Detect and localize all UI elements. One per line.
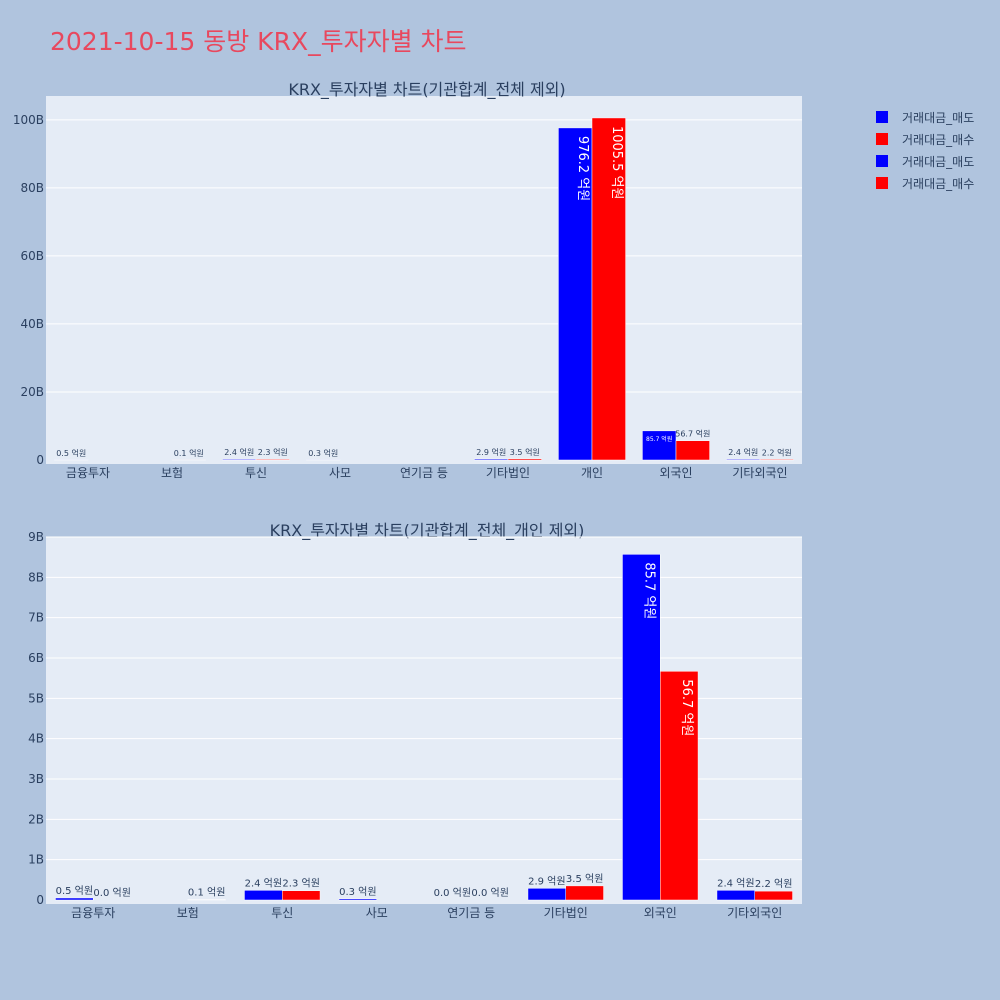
bar-value-label: 56.7 억원 (675, 429, 710, 439)
x-tick-label: 외국인 (644, 906, 677, 920)
y-tick-label: 60B (20, 249, 44, 263)
bar-value-label: 3.5 억원 (510, 447, 540, 457)
bar-value-label: 0.5 억원 (56, 885, 93, 897)
legend-label: 거래대금_매수 (902, 132, 975, 147)
legend-label: 거래대금_매도 (902, 154, 975, 169)
bar-value-label: 2.4 억원 (224, 447, 254, 457)
x-tick-label: 연기금 등 (400, 466, 448, 480)
bar (255, 458, 290, 461)
bar-value-label: 0.3 억원 (339, 886, 376, 898)
x-tick-label: 보험 (177, 906, 199, 920)
plot-area (46, 96, 802, 464)
bar-value-label: 976.2 억원 (575, 136, 590, 201)
y-tick-label: 9B (28, 530, 44, 544)
bar (591, 117, 626, 461)
y-tick-label: 2B (28, 812, 44, 826)
y-tick-label: 8B (28, 570, 44, 584)
legend-swatch (876, 111, 888, 123)
bar-value-label: 2.9 억원 (528, 875, 565, 887)
x-tick-label: 기타외국인 (732, 466, 787, 480)
legend-item[interactable]: 거래대금_매수 (876, 128, 974, 150)
y-tick-label: 6B (28, 651, 44, 665)
bar-value-label: 3.5 억원 (566, 873, 603, 885)
chart-top: KRX_투자자별 차트(기관합계_전체 제외) 0 20B 40B 60B 80B 100B… (13, 80, 802, 480)
bar-value-label: 2.2 억원 (762, 447, 792, 457)
bar (660, 671, 699, 901)
y-tick-label: 3B (28, 772, 44, 786)
y-tick-label: 0 (36, 893, 44, 907)
y-tick-label: 100B (13, 113, 44, 127)
bar-value-label: 2.3 억원 (258, 447, 288, 457)
x-tick-label: 보험 (161, 466, 183, 480)
bar (527, 888, 567, 901)
bar (759, 459, 794, 461)
x-tick-label: 기타법인 (486, 466, 530, 480)
y-tick-label: 40B (20, 317, 44, 331)
y-tick-label: 0 (36, 453, 44, 467)
bar-value-label: 2.3 억원 (282, 878, 319, 890)
page-title: 2021-10-15 동방 KRX_투자자별 차트 (50, 27, 467, 56)
bar-value-label: 2.4 억원 (728, 447, 758, 457)
x-tick-label: 사모 (366, 906, 388, 920)
bar (507, 458, 542, 461)
bar-value-label: 85.7 억원 (641, 562, 656, 619)
x-tick-label: 외국인 (659, 466, 692, 480)
legend-label: 거래대금_매도 (902, 110, 975, 125)
bar (622, 554, 661, 901)
x-tick-label: 개인 (581, 466, 603, 480)
y-tick-label: 80B (20, 181, 44, 195)
bar-value-label: 2.2 억원 (755, 878, 792, 890)
bar (565, 885, 604, 901)
legend-label: 거래대금_매수 (902, 176, 975, 191)
bar-value-label: 2.4 억원 (717, 877, 754, 889)
y-tick-label: 1B (28, 853, 44, 867)
x-tick-label: 연기금 등 (447, 906, 495, 920)
x-tick-label: 투신 (271, 906, 293, 920)
x-tick-label: 기타법인 (544, 906, 588, 920)
bar-value-label: 0.1 억원 (188, 887, 225, 899)
legend-swatch (876, 155, 888, 167)
legend-item[interactable]: 거래대금_매수 (876, 172, 974, 194)
x-tick-label: 사모 (329, 466, 351, 480)
y-tick-label: 5B (28, 691, 44, 705)
x-tick-label: 투신 (245, 466, 267, 480)
bar-value-label: 0.0 억원 (434, 887, 471, 899)
y-tick-label: 4B (28, 732, 44, 746)
bar-value-label: 2.9 억원 (476, 447, 506, 457)
bar-value-label: 85.7 억원 (646, 435, 672, 443)
bar (754, 890, 793, 901)
legend-item[interactable]: 거래대금_매도 (876, 150, 974, 172)
legend-swatch (876, 133, 888, 145)
bar-value-label: 0.5 억원 (56, 448, 86, 458)
x-tick-label: 금융투자 (71, 906, 115, 920)
bar-value-label: 0.0 억원 (93, 887, 130, 899)
x-tick-label: 금융투자 (66, 466, 110, 480)
bar (55, 897, 94, 901)
bar-value-label: 0.1 억원 (174, 448, 204, 458)
y-tick-label: 7B (28, 611, 44, 625)
chart-title: KRX_투자자별 차트(기관합계_전체 제외) (288, 80, 565, 100)
bar (282, 890, 321, 901)
legend-item[interactable]: 거래대금_매도 (876, 106, 974, 128)
chart-title: KRX_투자자별 차트(기관합계_전체_개인 제외) (270, 521, 585, 541)
bar (338, 898, 378, 901)
legend-swatch (876, 177, 888, 189)
bar (675, 440, 710, 461)
bar-value-label: 2.4 억원 (245, 877, 282, 889)
bar (244, 890, 283, 901)
bar-value-label: 1005.5 억원 (609, 126, 624, 200)
bar-value-label: 0.0 억원 (471, 887, 508, 899)
y-tick-label: 20B (20, 385, 44, 399)
x-tick-label: 기타외국인 (727, 906, 782, 920)
bar-value-label: 0.3 억원 (308, 448, 338, 458)
bar-value-label: 56.7 억원 (679, 679, 694, 736)
bar (716, 890, 756, 901)
legend: 거래대금_매도 거래대금_매수 거래대금_매도 거래대금_매수 (876, 106, 974, 194)
